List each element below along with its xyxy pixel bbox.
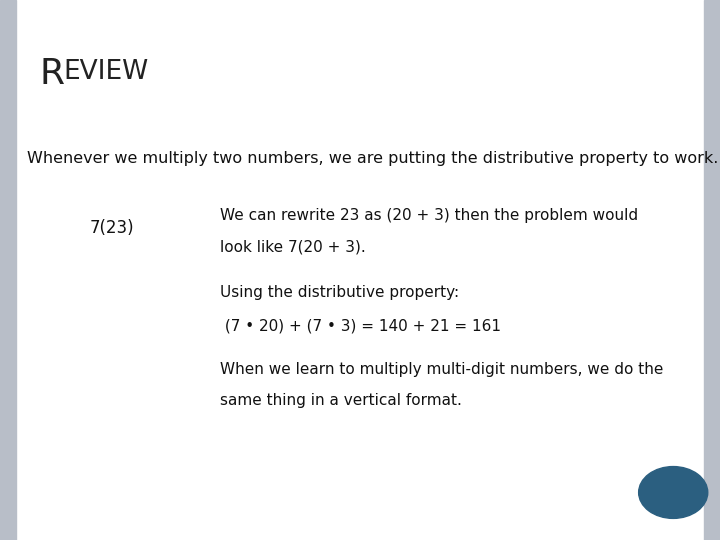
Bar (704, 0, 720, 540)
Text: (7 • 20) + (7 • 3) = 140 + 21 = 161: (7 • 20) + (7 • 3) = 140 + 21 = 161 (220, 318, 500, 333)
Text: 7(23): 7(23) (89, 219, 134, 237)
Text: look like 7(20 + 3).: look like 7(20 + 3). (220, 239, 365, 254)
Bar (0, 0, 16, 540)
Text: When we learn to multiply multi-digit numbers, we do the: When we learn to multiply multi-digit nu… (220, 362, 663, 377)
Text: Whenever we multiply two numbers, we are putting the distributive property to wo: Whenever we multiply two numbers, we are… (27, 151, 719, 166)
Circle shape (639, 467, 708, 518)
Text: Using the distributive property:: Using the distributive property: (220, 285, 459, 300)
Text: EVIEW: EVIEW (63, 59, 148, 85)
Text: same thing in a vertical format.: same thing in a vertical format. (220, 393, 462, 408)
Text: We can rewrite 23 as (20 + 3) then the problem would: We can rewrite 23 as (20 + 3) then the p… (220, 208, 638, 223)
Text: R: R (40, 57, 65, 91)
